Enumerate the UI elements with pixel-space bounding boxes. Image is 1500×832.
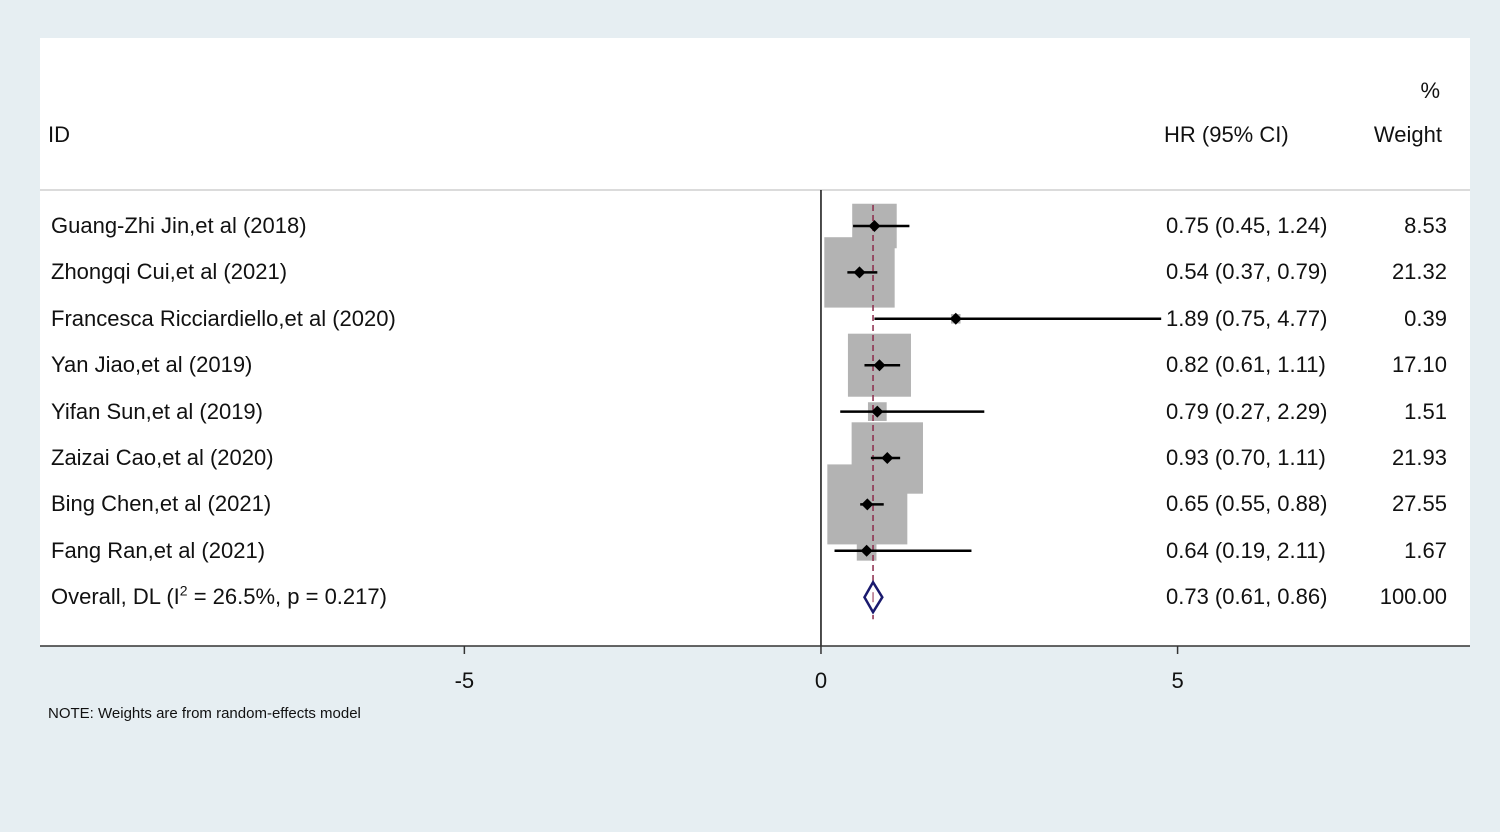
x-tick-label: -5	[455, 668, 475, 693]
study-ci-text: 0.82 (0.61, 1.11)	[1166, 352, 1326, 378]
x-tick-label: 0	[815, 668, 827, 693]
study-weight: 17.10	[1391, 352, 1447, 378]
study-weight: 0.39	[1404, 305, 1447, 331]
study-label: Yan Jiao,et al (2019)	[51, 352, 253, 378]
point-estimate	[871, 405, 884, 418]
point-estimate	[853, 266, 866, 279]
weight-column-header: Weight	[1373, 122, 1442, 147]
study-label: Zhongqi Cui,et al (2021)	[51, 259, 288, 285]
study-ci-text: 0.65 (0.55, 0.88)	[1166, 491, 1328, 517]
study-ci-text: 0.79 (0.27, 2.29)	[1166, 398, 1328, 424]
study-label: Bing Chen,et al (2021)	[51, 491, 272, 517]
study-label: Fang Ran,et al (2021)	[51, 537, 266, 563]
effect-column-header: HR (95% CI)	[1164, 122, 1289, 147]
study-weight: 21.32	[1391, 259, 1447, 285]
study-label: Francesca Ricciardiello,et al (2020)	[51, 305, 396, 331]
study-ci-text: 1.89 (0.75, 4.77)	[1166, 305, 1328, 331]
id-column-header: ID	[48, 122, 70, 147]
study-weight: 21.93	[1391, 445, 1447, 470]
footnote: NOTE: Weights are from random-effects mo…	[48, 705, 361, 722]
point-estimate	[868, 220, 881, 232]
study-weight: 1.51	[1404, 398, 1447, 424]
point-estimate	[949, 312, 962, 325]
study-weight: 1.67	[1404, 537, 1447, 563]
study-ci-text: 0.64 (0.19, 2.11)	[1166, 537, 1326, 563]
study-label: Zaizai Cao,et al (2020)	[51, 445, 274, 470]
study-ci-text: 0.93 (0.70, 1.11)	[1166, 445, 1326, 470]
study-ci-text: 0.54 (0.37, 0.79)	[1166, 259, 1328, 285]
study-label: Yifan Sun,et al (2019)	[51, 398, 263, 424]
point-estimate	[860, 544, 873, 557]
point-estimate	[881, 452, 894, 464]
study-ci-text: 0.75 (0.45, 1.24)	[1166, 213, 1328, 238]
plot-panel: ID HR (95% CI) % Weight Guang-Zhi Jin,et…	[40, 38, 1470, 646]
weight-percent-header: %	[1420, 78, 1440, 103]
x-tick-label: 5	[1171, 668, 1183, 693]
point-estimate	[873, 359, 886, 372]
point-estimate	[861, 498, 874, 511]
overall-weight: 100.00	[1379, 584, 1447, 610]
study-weight: 27.55	[1391, 491, 1447, 517]
study-label: Guang-Zhi Jin,et al (2018)	[51, 213, 307, 238]
study-weight: 8.53	[1404, 213, 1447, 238]
overall-ci-text: 0.73 (0.61, 0.86)	[1166, 584, 1328, 610]
overall-label: Overall, DL (I2 = 26.5%, p = 0.217)	[51, 582, 387, 610]
